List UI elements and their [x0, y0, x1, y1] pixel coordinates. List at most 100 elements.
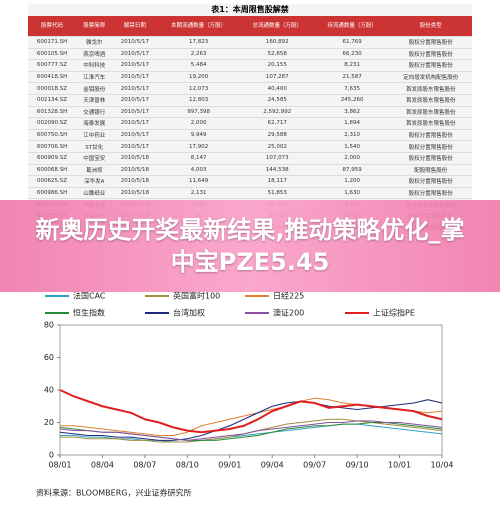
cell: 000625.SZ — [28, 175, 77, 188]
cell: 江淮汽车 — [76, 71, 113, 84]
cell: 2,000 — [157, 117, 240, 130]
cell: 1,630 — [314, 187, 390, 200]
cell: 股权分置限售股份 — [389, 152, 472, 165]
cell: 2010/5/18 — [112, 164, 158, 177]
series-line — [59, 421, 443, 441]
cell: 股权分置限售股份 — [389, 48, 472, 61]
plot-frame — [59, 324, 443, 456]
table-row: 600068.SH 葛洲坝 2010/5/18 4,003 144,538 87,959 配… — [28, 164, 472, 177]
table-row: 000018.SZ 金钼股份 2010/5/17 12,073 40,400 7,635 首… — [28, 82, 472, 95]
cell: 997,398 — [157, 106, 240, 119]
cell: 600706.SH — [28, 140, 77, 153]
legend-label: 英国富时100 — [173, 291, 220, 301]
cell: 66,230 — [314, 48, 390, 61]
cell: 107,073 — [239, 152, 315, 165]
cell: 雅戈尔 — [76, 36, 113, 49]
header-cell: 待流通数量（万股） — [314, 16, 390, 37]
cell: 2010/5/17 — [112, 129, 158, 142]
cell: 29,588 — [239, 129, 315, 142]
cell: 2010/5/17 — [112, 71, 158, 84]
y-tick-label: 60 — [44, 353, 54, 362]
banner-title: 新奥历史开奖最新结果,推动策略优化_掌中宝PZE5.45 — [35, 216, 465, 276]
cell: 葛洲坝 — [76, 164, 113, 177]
cell: 52,658 — [239, 48, 315, 61]
table-row: 600105.SH 燕京啤酒 2010/5/17 2,263 52,658 66,230 股… — [28, 48, 472, 61]
x-tick-label: 10/04 — [430, 461, 453, 470]
series-line — [59, 420, 443, 441]
cell: 首发原股东限售股份 — [389, 82, 472, 95]
cell: 2010/5/17 — [112, 94, 158, 107]
cell: 600418.SH — [28, 71, 77, 84]
cell: 深华发A — [76, 175, 113, 188]
table-row: 600986.SH 山鹰纸业 2010/5/18 2,131 51,853 1,630 股权… — [28, 187, 472, 200]
cell: 9,949 — [157, 129, 240, 142]
table-row: 600706.SH ST甘化 2010/5/17 17,902 25,002 1,540 股… — [28, 140, 472, 153]
table-row: 600909.SZ 中国宝安 2010/5/18 8,147 107,073 2,000 股… — [28, 152, 472, 165]
cell: 2010/5/17 — [112, 140, 158, 153]
cell: 股权分置限售股份 — [389, 140, 472, 153]
cell: 600105.SH — [28, 48, 77, 61]
table-row: 000625.SZ 深华发A 2010/5/18 11,649 18,117 1,200 股… — [28, 175, 472, 188]
cell: 61,769 — [314, 36, 390, 49]
series-line — [60, 423, 443, 443]
cell: 2010/5/18 — [112, 175, 158, 188]
cell: 股权分置限售股份 — [389, 175, 472, 188]
cell: 11,649 — [157, 175, 240, 188]
cell: 600777.SZ — [28, 59, 77, 72]
cell: 245,260 — [314, 94, 390, 107]
header-cell: 股份类型 — [389, 16, 472, 37]
cell: 海泰发展 — [76, 117, 113, 130]
cell: 配股限售股份 — [389, 164, 472, 177]
cell: 000018.SZ — [28, 82, 77, 95]
legend-label: 恒生指数 — [73, 308, 105, 318]
y-tick-label: 20 — [44, 418, 54, 427]
banner: 新奥历史开奖最新结果,推动策略优化_掌中宝PZE5.45 — [0, 200, 500, 292]
x-tick-label: 09/01 — [218, 461, 241, 470]
series-line — [59, 389, 443, 434]
cell: 8,231 — [314, 59, 390, 72]
cell: 2010/5/18 — [112, 187, 158, 200]
legend-label: 台湾加权 — [173, 308, 205, 318]
cell: 金钼股份 — [76, 82, 113, 95]
cell: 19,200 — [157, 71, 240, 84]
cell: 中国宝安 — [76, 152, 113, 165]
cell: 2,310 — [314, 129, 390, 142]
cell: 2010/5/17 — [112, 82, 158, 95]
x-tick-label: 09/04 — [261, 461, 284, 470]
cell: 股权分置限售股份 — [389, 36, 472, 49]
cell: 8,147 — [157, 152, 240, 165]
cell: 2,263 — [157, 48, 240, 61]
cell: 交通银行 — [76, 106, 113, 119]
cell: 4,003 — [157, 164, 240, 177]
cell: 股权分置限售股份 — [389, 129, 472, 142]
cell: 20,155 — [239, 59, 315, 72]
x-tick-label: 09/10 — [346, 461, 369, 470]
table-row: 600171.SH 雅戈尔 2010/5/17 17,823 160,892 61,769… — [28, 36, 472, 49]
y-tick-label: 0 — [49, 451, 54, 460]
cell: 12,073 — [157, 82, 240, 95]
source: 资料来源：BLOOMBERG，兴业证券研究所 — [36, 488, 191, 498]
cell: 62,717 — [239, 117, 315, 130]
cell: 燕京啤酒 — [76, 48, 113, 61]
cell: 2010/5/18 — [112, 152, 158, 165]
cell: 002134.SZ — [28, 94, 77, 107]
cell: 600986.SH — [28, 187, 77, 200]
cell: 17,823 — [157, 36, 240, 49]
table-title: 表1：本周限售股解禁 — [211, 5, 289, 14]
cell: 25,002 — [239, 140, 315, 153]
cell: 7,635 — [314, 82, 390, 95]
cell: 144,538 — [239, 164, 315, 177]
header-cell: 本期流通数量（万股） — [157, 16, 240, 37]
table-row: 600777.SZ 中科科技 2010/5/17 5,484 20,155 8,231 股权… — [28, 59, 472, 72]
series-line — [60, 397, 443, 437]
cell: 1,894 — [314, 117, 390, 130]
cell: 3,862 — [314, 106, 390, 119]
header-cell: 总流通数量（万股） — [239, 16, 315, 37]
cell: 1,540 — [314, 140, 390, 153]
cell: 股权分置限售股份 — [389, 59, 472, 72]
x-tick-label: 08/01 — [48, 461, 71, 470]
cell: 股权分置限售股份 — [389, 187, 472, 200]
cell: 中科科技 — [76, 59, 113, 72]
